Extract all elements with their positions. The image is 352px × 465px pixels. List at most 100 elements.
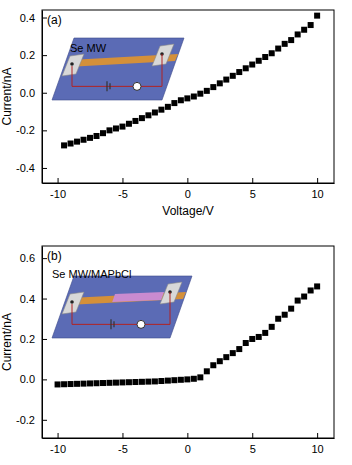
data-point <box>61 381 67 387</box>
data-point <box>106 380 112 386</box>
y-axis-title: Current/nA <box>0 313 14 371</box>
battery <box>113 321 114 327</box>
x-tick: -5 <box>118 433 128 455</box>
device-schematic <box>52 38 184 100</box>
y-tick-label: 0.4 <box>20 12 35 24</box>
data-point <box>165 104 171 110</box>
data-point <box>288 306 294 312</box>
data-point <box>197 91 203 97</box>
x-tick-mark <box>252 433 253 438</box>
data-point <box>197 374 203 380</box>
inset-label: Se MW <box>70 42 107 54</box>
figure: -10-50510-0.4-0.20.00.20.4Voltage/VCurre… <box>0 0 352 465</box>
x-tick-label: 5 <box>250 443 256 455</box>
y-tick: -0.4 <box>16 162 47 174</box>
data-point <box>81 381 87 387</box>
data-point <box>236 346 242 352</box>
y-axis: -0.2 0.0 0.2 0.4 0.6 <box>16 247 47 439</box>
data-point <box>145 112 151 118</box>
data-point <box>204 88 210 94</box>
data-point <box>113 125 119 131</box>
device-schematic <box>52 276 192 338</box>
probe <box>70 62 74 66</box>
x-tick-mark <box>252 178 253 183</box>
circuit <box>72 54 162 86</box>
data-point <box>152 378 158 384</box>
data-point <box>249 62 255 68</box>
data-point <box>139 115 145 121</box>
y-tick-mark <box>42 168 47 169</box>
y-tick: 0.0 <box>20 373 47 385</box>
probe <box>70 300 74 304</box>
data-point <box>178 377 184 383</box>
data-point <box>152 109 158 115</box>
data-point <box>210 362 216 368</box>
data-point <box>301 294 307 300</box>
y-tick: 0.4 <box>20 293 47 305</box>
electrode <box>160 282 182 304</box>
data-point <box>132 118 138 124</box>
battery <box>110 319 111 329</box>
y-tick: 0.6 <box>20 252 47 264</box>
x-tick-mark <box>187 178 188 183</box>
data-point <box>308 287 314 293</box>
plot-frame <box>42 10 334 183</box>
y-tick-mark <box>42 130 47 131</box>
panel-label: (a) <box>47 13 62 27</box>
data-point <box>184 376 190 382</box>
x-tick-label: 10 <box>312 443 324 455</box>
data-point <box>191 94 197 100</box>
data-point <box>55 381 61 387</box>
data-point <box>61 142 67 148</box>
data-point <box>243 340 249 346</box>
y-tick-label: 0.2 <box>20 333 35 345</box>
x-tick-mark <box>122 178 123 183</box>
y-tick-label: 0.0 <box>20 373 35 385</box>
x-axis: -10 -5 0 5 10 <box>43 433 335 455</box>
y-tick-mark <box>42 339 47 340</box>
x-tick-label: -10 <box>50 443 66 455</box>
data-point <box>256 334 262 340</box>
y-axis: -0.4-0.20.00.20.4 <box>16 11 47 184</box>
points <box>61 13 320 149</box>
y-axis-line <box>42 247 43 439</box>
inset-label: Se MW/MAPbCl <box>52 268 131 280</box>
data-point <box>236 69 242 75</box>
y-tick-mark <box>42 93 47 94</box>
data-point <box>74 139 80 145</box>
electrode <box>62 292 84 314</box>
data-point <box>230 350 236 356</box>
x-tick: 5 <box>250 433 256 455</box>
data-point <box>217 80 223 86</box>
data-point <box>223 354 229 360</box>
data-point <box>126 379 132 385</box>
x-tick: -10 <box>50 178 66 200</box>
y-axis-line <box>42 11 43 184</box>
battery <box>109 83 110 89</box>
y-tick: -0.2 <box>16 414 47 426</box>
data-point <box>269 324 275 330</box>
x-axis-title: Voltage/V <box>162 204 213 218</box>
data-point <box>126 121 132 127</box>
data-point <box>100 130 106 136</box>
data-point <box>314 283 320 289</box>
y-tick-mark <box>42 299 47 300</box>
x-tick-mark <box>58 178 59 183</box>
x-axis: -10-50510 <box>43 178 335 200</box>
electrode <box>152 44 174 66</box>
data-point <box>68 141 74 147</box>
data-point <box>178 97 184 103</box>
circuit <box>72 292 170 324</box>
x-tick: 0 <box>185 433 191 455</box>
data-point <box>275 46 281 52</box>
data-point <box>295 298 301 304</box>
ammeter <box>133 82 141 90</box>
battery <box>106 81 107 91</box>
data-point <box>295 31 301 37</box>
panel: -10-50510-0.4-0.20.00.20.4Voltage/VCurre… <box>0 10 335 218</box>
data-point <box>308 22 314 28</box>
data-point <box>81 137 87 143</box>
data-point <box>262 54 268 60</box>
data-point <box>314 13 320 19</box>
data-point <box>204 368 210 374</box>
